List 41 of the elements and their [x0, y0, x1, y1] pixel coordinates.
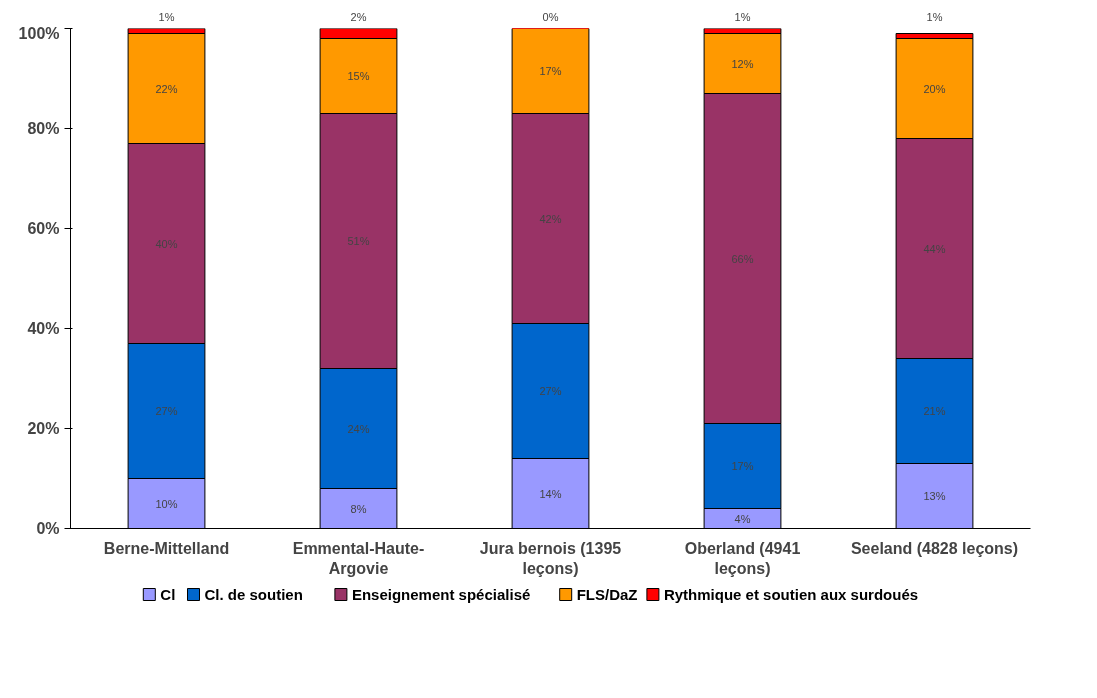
data-label: 0%	[542, 10, 559, 23]
data-label: 21%	[923, 405, 946, 417]
data-label: 22%	[155, 82, 178, 95]
x-tick-label: Berne-Mittelland	[103, 539, 230, 557]
data-label: 44%	[923, 242, 946, 255]
data-label: 10%	[155, 497, 178, 510]
legend-label: Enseignement spécialisé	[351, 586, 531, 603]
data-label: 27%	[539, 385, 562, 397]
data-label: 1%	[158, 10, 175, 23]
x-tick-label: Jura bernois (1395 leçons)	[479, 539, 622, 577]
data-label: 17%	[731, 460, 754, 472]
x-tick-label: Oberland (4941 leçons)	[684, 539, 801, 577]
legend-label: FLS/DaZ	[576, 586, 638, 603]
data-label: 24%	[347, 422, 370, 435]
data-label: 1%	[926, 10, 943, 23]
y-tick-label: 100%	[18, 24, 60, 42]
data-label: 12%	[731, 57, 754, 70]
y-tick-label: 40%	[27, 320, 60, 337]
y-tick-label: 20%	[27, 420, 60, 437]
data-label: 51%	[347, 235, 370, 247]
x-tick-label: Emmental-Haute-Argovie	[292, 539, 425, 577]
data-label: 13%	[923, 490, 946, 502]
data-label: 17%	[539, 65, 562, 77]
y-tick-label: 80%	[27, 120, 60, 137]
y-tick-label: 60%	[27, 220, 60, 237]
data-label: 40%	[155, 237, 178, 250]
data-label: 20%	[923, 82, 946, 95]
data-label: 14%	[539, 487, 562, 500]
x-tick-label: Seeland (4828 leçons)	[850, 539, 1019, 557]
data-label: 4%	[734, 512, 751, 525]
data-label: 8%	[350, 502, 367, 515]
y-tick-label: 0%	[36, 520, 60, 537]
data-label: 15%	[347, 70, 370, 82]
data-label: 27%	[155, 405, 178, 417]
legend-label: Cl	[160, 586, 176, 603]
legend-label: Rythmique et soutien aux surdoués	[663, 586, 919, 603]
data-label: 2%	[350, 10, 367, 23]
data-label: 66%	[731, 252, 754, 265]
data-label: 42%	[539, 212, 562, 225]
legend-label: Cl. de soutien	[204, 586, 303, 603]
data-label: 1%	[734, 10, 751, 23]
